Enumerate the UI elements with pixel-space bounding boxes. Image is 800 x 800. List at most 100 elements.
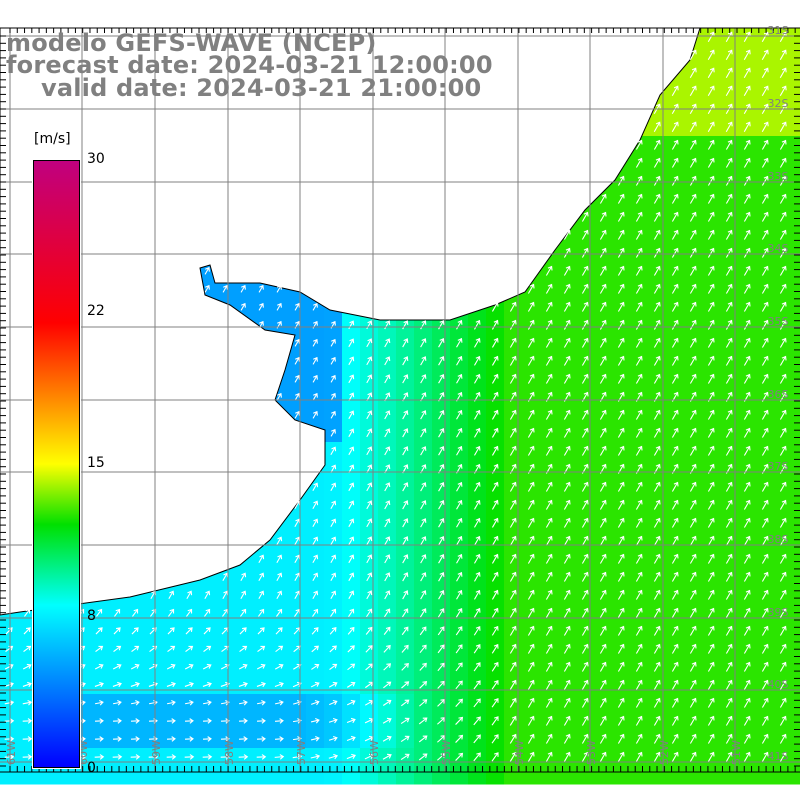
wind-arrow (635, 283, 643, 294)
wind-arrow (312, 356, 318, 365)
wind-arrow (779, 499, 787, 510)
wind-arrow (456, 337, 463, 348)
wind-arrow (420, 590, 427, 600)
wind-arrow (635, 139, 643, 150)
wind-arrow (653, 265, 661, 276)
wind-cell (792, 46, 800, 65)
wind-arrow (473, 607, 481, 618)
wind-arrow (581, 733, 589, 744)
wind-arrow (563, 535, 571, 546)
wind-arrow (689, 247, 697, 258)
wind-arrow (330, 374, 336, 383)
wind-arrow (312, 338, 318, 347)
wind-arrow (599, 733, 607, 744)
wind-cell (792, 388, 800, 407)
wind-arrow (779, 265, 787, 276)
wind-arrow (581, 661, 589, 672)
wind-arrow (402, 500, 409, 510)
wind-arrow (725, 409, 733, 420)
wind-cell (558, 766, 577, 785)
wind-arrow (456, 373, 463, 384)
wind-arrow (491, 427, 499, 438)
wind-arrow (617, 661, 625, 672)
wind-arrow (545, 733, 553, 744)
wind-arrow (330, 410, 336, 419)
wind-arrow (312, 590, 319, 600)
wind-arrow (779, 697, 787, 708)
land-mask (0, 27, 701, 616)
wind-arrow (312, 482, 319, 492)
wind-arrow (491, 373, 499, 384)
wind-cell (378, 766, 397, 785)
wind-arrow (22, 699, 33, 706)
colorbar-tick: 22 (87, 303, 105, 319)
wind-arrow (509, 697, 517, 708)
wind-arrow (311, 663, 320, 670)
wind-arrow (330, 338, 336, 347)
wind-arrow (474, 337, 481, 348)
wind-arrow (274, 663, 284, 670)
wind-arrow (114, 608, 121, 617)
wind-arrow (617, 337, 625, 348)
wind-arrow (635, 301, 643, 312)
wind-arrow (202, 700, 212, 706)
wind-arrow (761, 247, 769, 258)
wind-arrow (725, 49, 733, 60)
wind-arrow (420, 320, 427, 330)
wind-arrow (671, 499, 679, 510)
wind-arrow (420, 428, 427, 438)
wind-arrow (743, 301, 751, 312)
wind-arrow (240, 284, 246, 293)
wind-arrow (23, 645, 32, 653)
wind-arrow (563, 571, 571, 582)
colorbar-tick: 15 (87, 455, 105, 471)
wind-arrow (491, 553, 499, 564)
wind-arrow (294, 302, 300, 311)
wind-arrow (563, 715, 571, 726)
wind-cell (756, 766, 775, 785)
wind-arrow (779, 175, 787, 186)
wind-arrow (563, 229, 571, 240)
colorbar-tick: 0 (87, 760, 96, 776)
wind-arrow (635, 229, 643, 240)
wind-arrow (671, 607, 679, 618)
wind-arrow (347, 663, 356, 671)
wind-arrow (238, 681, 248, 688)
wind-arrow (671, 193, 679, 204)
wind-arrow (420, 410, 427, 420)
wind-arrow (581, 265, 589, 276)
wind-arrow (402, 536, 409, 546)
wind-arrow (599, 301, 607, 312)
wind-arrow (509, 625, 517, 636)
wind-arrow (366, 356, 373, 366)
wind-arrow (617, 535, 625, 546)
wind-arrow (689, 661, 697, 672)
wind-cell (792, 28, 800, 47)
wind-arrow (725, 337, 733, 348)
longitude-label: 54W (513, 740, 526, 765)
wind-arrow (599, 553, 607, 564)
wind-arrow (473, 680, 481, 690)
wind-arrow (184, 700, 194, 706)
wind-arrow (617, 571, 625, 582)
wind-arrow (258, 572, 265, 582)
wind-arrow (671, 751, 679, 762)
wind-arrow (348, 536, 355, 546)
wind-cell (792, 226, 800, 245)
wind-arrow (545, 517, 553, 528)
wind-arrow (689, 697, 697, 708)
wind-arrow (527, 535, 535, 546)
wind-arrow (671, 283, 679, 294)
wind-arrow (779, 715, 787, 726)
wind-arrow (743, 247, 751, 258)
wind-arrow (329, 645, 337, 653)
wind-arrow (779, 625, 787, 636)
wind-arrow (671, 409, 679, 420)
wind-arrow (671, 535, 679, 546)
wind-arrow (419, 644, 427, 654)
wind-arrow (365, 663, 374, 671)
wind-arrow (743, 733, 751, 744)
wind-arrow (617, 733, 625, 744)
wind-arrow (725, 85, 733, 96)
wind-arrow (346, 681, 356, 688)
